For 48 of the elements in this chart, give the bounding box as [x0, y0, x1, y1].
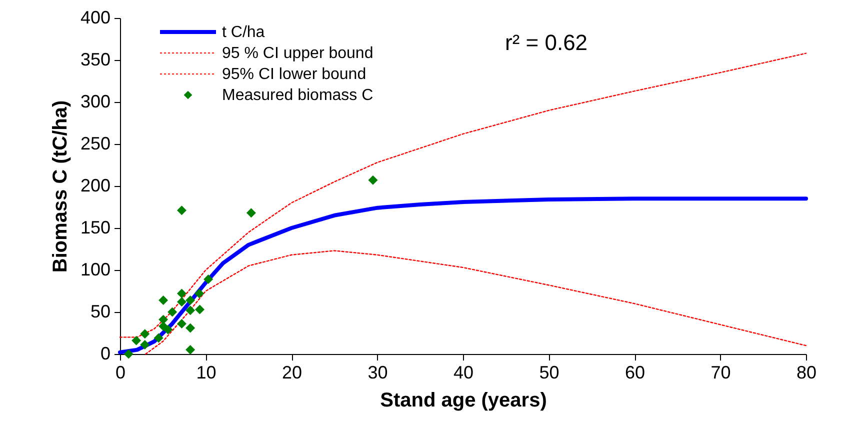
point: [140, 340, 150, 350]
y-tick-label: 350: [80, 50, 110, 70]
point: [154, 333, 164, 343]
y-tick-label: 0: [100, 344, 110, 364]
x-tick-label: 70: [710, 362, 731, 382]
point: [176, 206, 186, 216]
point: [195, 304, 204, 314]
x-tick-label: 50: [539, 362, 560, 382]
y-tick-label: 250: [80, 134, 110, 154]
x-tick-label: 10: [196, 362, 216, 382]
point: [168, 307, 178, 317]
y-tick-label: 100: [80, 260, 110, 280]
x-axis-title: Stand age (years): [380, 390, 547, 412]
point: [124, 349, 134, 359]
x-tick-label: 0: [115, 362, 126, 382]
y-tick-label: 300: [80, 92, 110, 112]
x-tick-label: 30: [368, 362, 388, 382]
point: [246, 208, 256, 218]
point: [186, 323, 196, 333]
line-series: [145, 250, 807, 355]
y-axis-title: Biomass C (tC/ha): [49, 100, 72, 273]
point: [186, 345, 196, 355]
x-tick-label: 20: [282, 362, 302, 382]
point: [176, 319, 186, 329]
point: [194, 288, 204, 298]
point: [186, 306, 196, 316]
y-tick-label: 200: [80, 176, 110, 196]
x-tick-label: 80: [796, 362, 817, 382]
point: [163, 324, 173, 334]
point: [176, 288, 186, 298]
legend-label: 95% CI lower bound: [222, 66, 366, 83]
point: [204, 274, 214, 284]
point: [158, 314, 168, 324]
point: [158, 295, 168, 305]
y-tick-label: 150: [80, 218, 110, 238]
x-tick-label: 60: [624, 362, 646, 382]
y-tick-label: 400: [80, 8, 110, 28]
annotation: r² = 0.62: [505, 30, 588, 55]
point: [186, 295, 196, 305]
point: [368, 175, 378, 185]
legend-label: t C/ha: [222, 24, 265, 41]
legend-label: Measured biomass C: [222, 87, 374, 104]
point: [132, 336, 142, 346]
y-tick-label: 50: [90, 302, 110, 322]
x-tick-label: 40: [453, 362, 474, 382]
point: [176, 297, 186, 307]
legend-label: 95 % CI upper bound: [222, 45, 374, 62]
point: [140, 329, 150, 339]
